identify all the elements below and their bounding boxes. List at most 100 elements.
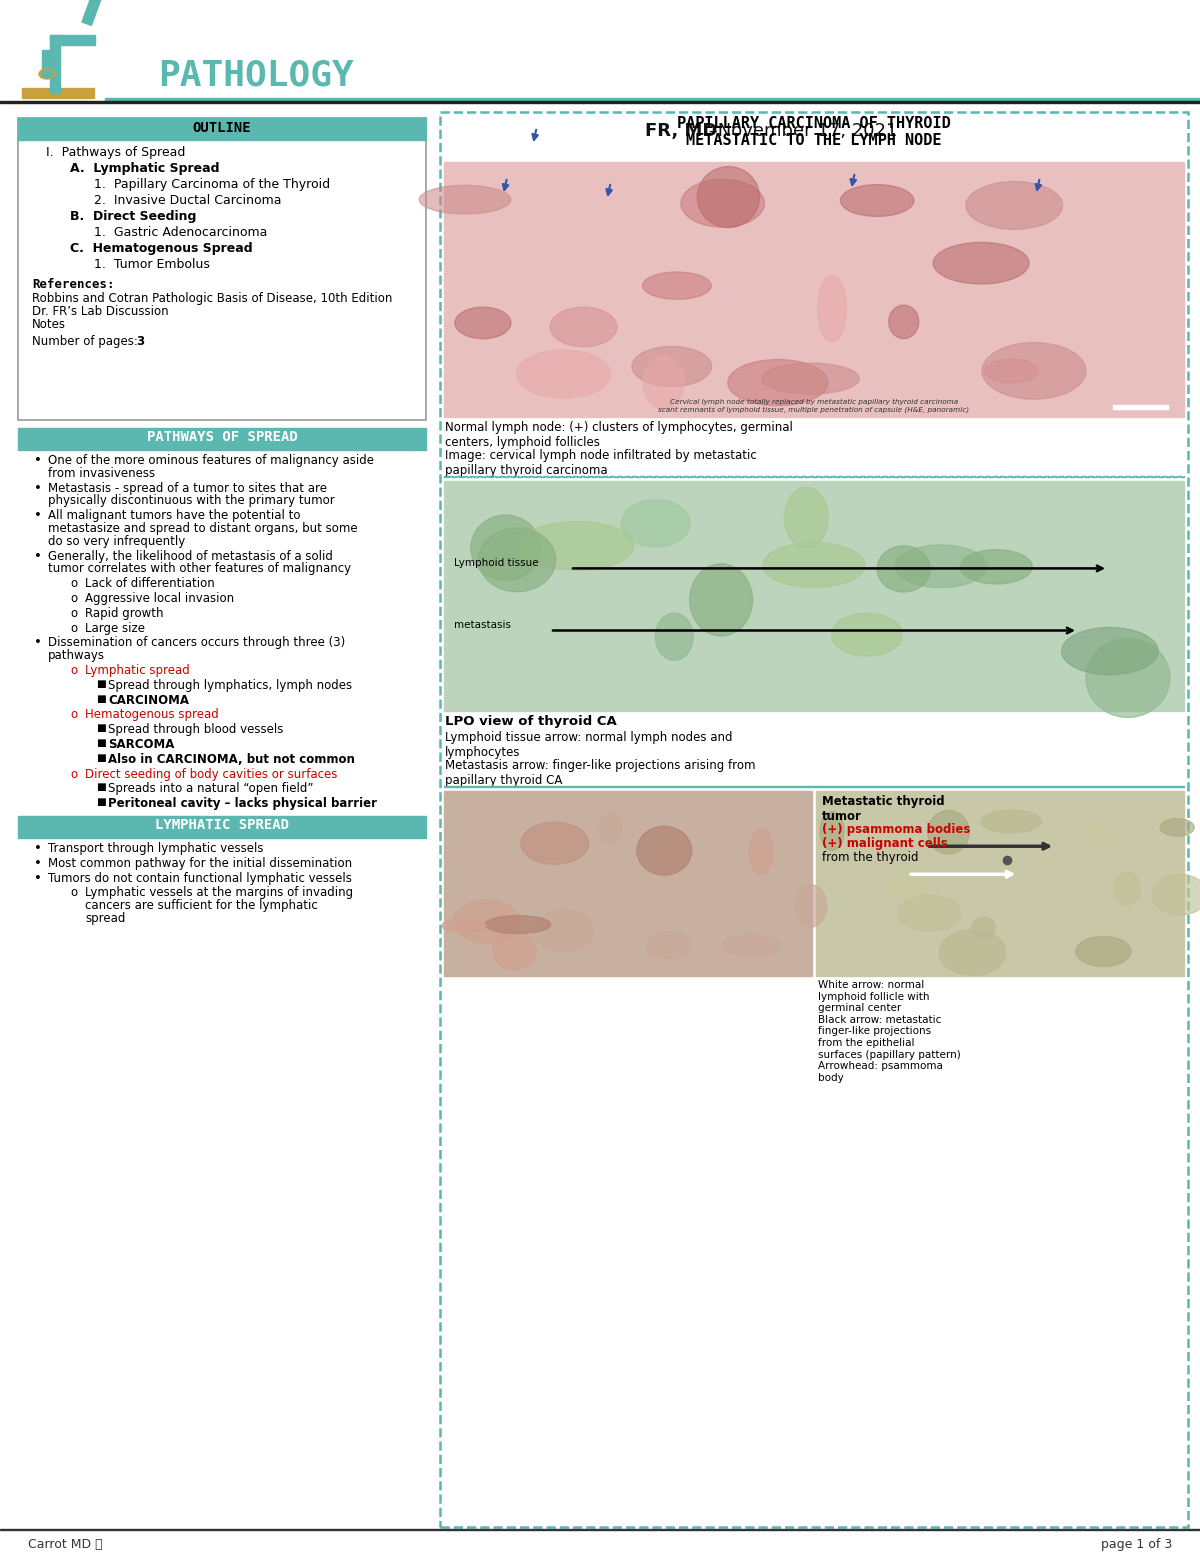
Text: ■: ■ (96, 738, 106, 749)
Text: Generally, the likelihood of metastasis of a solid: Generally, the likelihood of metastasis … (48, 550, 332, 562)
Text: Transport through lymphatic vessels: Transport through lymphatic vessels (48, 842, 264, 856)
Text: Peritoneal cavity – lacks physical barrier: Peritoneal cavity – lacks physical barri… (108, 797, 377, 811)
Text: Lymphoid tissue: Lymphoid tissue (454, 559, 539, 568)
Text: metastasis: metastasis (454, 621, 511, 631)
Ellipse shape (895, 545, 988, 587)
Ellipse shape (940, 930, 1006, 975)
Text: 1.  Papillary Carcinoma of the Thyroid: 1. Papillary Carcinoma of the Thyroid (94, 179, 330, 191)
Text: LPO view of thyroid CA: LPO view of thyroid CA (445, 714, 617, 728)
Text: References:: References: (32, 278, 114, 290)
Text: ■: ■ (96, 753, 106, 763)
Text: Dr. FR’s Lab Discussion: Dr. FR’s Lab Discussion (32, 304, 169, 318)
Ellipse shape (1086, 828, 1112, 848)
Ellipse shape (516, 349, 611, 398)
Text: OUTLINE: OUTLINE (193, 121, 251, 135)
Ellipse shape (680, 179, 764, 227)
Bar (106, 98, 1200, 102)
Ellipse shape (982, 343, 1086, 399)
Ellipse shape (442, 919, 486, 932)
Text: •: • (34, 637, 42, 649)
Text: Normal lymph node: (+) clusters of lymphocytes, germinal
centers, lymphoid folli: Normal lymph node: (+) clusters of lymph… (445, 421, 793, 449)
Ellipse shape (550, 307, 617, 346)
Text: from invasiveness: from invasiveness (48, 467, 155, 480)
Text: ■: ■ (96, 694, 106, 704)
Text: Number of pages:: Number of pages: (32, 335, 142, 348)
Ellipse shape (521, 822, 589, 865)
Text: (+) malignant cells: (+) malignant cells (822, 837, 948, 849)
Bar (0, 101, 1200, 102)
Text: 2.  Invasive Ductal Carcinoma: 2. Invasive Ductal Carcinoma (94, 194, 282, 207)
Text: •: • (34, 842, 42, 856)
Text: CARCINOMA: CARCINOMA (108, 694, 190, 707)
Text: •: • (34, 509, 42, 522)
Ellipse shape (889, 868, 930, 898)
Ellipse shape (820, 812, 844, 851)
Ellipse shape (419, 185, 511, 214)
Ellipse shape (647, 932, 691, 958)
Ellipse shape (42, 70, 53, 78)
Text: PAPILLARY CARCINOMA OF THYROID
METASTATIC TO THE LYMPH NODE: PAPILLARY CARCINOMA OF THYROID METASTATI… (677, 116, 950, 149)
Ellipse shape (966, 182, 1062, 230)
Text: A.  Lymphatic Spread: A. Lymphatic Spread (70, 162, 220, 175)
Text: Lymphoid tissue arrow: normal lymph nodes and
lymphocytes: Lymphoid tissue arrow: normal lymph node… (445, 731, 732, 759)
Text: Lymphatic spread: Lymphatic spread (85, 665, 190, 677)
Text: pathways: pathways (48, 649, 106, 662)
Ellipse shape (690, 564, 752, 637)
Text: 1.  Tumor Embolus: 1. Tumor Embolus (94, 258, 210, 272)
Text: PATHWAYS OF SPREAD: PATHWAYS OF SPREAD (146, 430, 298, 444)
Text: o: o (70, 621, 77, 635)
Text: ■: ■ (96, 724, 106, 733)
Ellipse shape (455, 307, 511, 339)
Ellipse shape (454, 899, 521, 943)
Ellipse shape (600, 812, 622, 843)
Text: •: • (34, 453, 42, 467)
Ellipse shape (877, 545, 930, 592)
Bar (0, 0, 1200, 102)
Text: Lack of differentiation: Lack of differentiation (85, 578, 215, 590)
Ellipse shape (1160, 818, 1194, 836)
Ellipse shape (534, 910, 594, 952)
Ellipse shape (655, 613, 694, 660)
Ellipse shape (796, 885, 827, 927)
Text: Image: cervical lymph node infiltrated by metastatic
papillary thyroid carcinoma: Image: cervical lymph node infiltrated b… (445, 449, 757, 477)
Ellipse shape (1086, 638, 1170, 717)
Text: Also in CARCINOMA, but not common: Also in CARCINOMA, but not common (108, 753, 355, 766)
Text: Spread through lymphatics, lymph nodes: Spread through lymphatics, lymph nodes (108, 679, 352, 691)
Bar (42, 50, 52, 71)
Ellipse shape (763, 542, 865, 587)
Text: PATHOLOGY: PATHOLOGY (158, 57, 354, 92)
Ellipse shape (982, 811, 1042, 832)
Ellipse shape (832, 613, 902, 657)
Text: –November 17, 2021: –November 17, 2021 (703, 123, 898, 140)
Text: FR, MD: FR, MD (646, 123, 718, 140)
Text: •: • (34, 550, 42, 562)
Ellipse shape (972, 918, 995, 938)
Text: ■: ■ (96, 783, 106, 792)
Text: Large size: Large size (85, 621, 145, 635)
Text: White arrow: normal
lymphoid follicle with
germinal center
Black arrow: metastat: White arrow: normal lymphoid follicle wi… (818, 980, 961, 1082)
Text: Rapid growth: Rapid growth (85, 607, 163, 620)
Ellipse shape (889, 304, 919, 339)
Text: •: • (34, 871, 42, 885)
Text: o: o (70, 887, 77, 899)
Ellipse shape (840, 185, 914, 216)
Text: Cervical lymph node totally replaced by metastatic papillary thyroid carcinoma
s: Cervical lymph node totally replaced by … (659, 399, 970, 413)
Ellipse shape (485, 916, 551, 933)
Ellipse shape (470, 516, 540, 581)
Text: o: o (70, 665, 77, 677)
Text: 3: 3 (136, 335, 144, 348)
Ellipse shape (934, 242, 1030, 284)
Bar (444, 790, 812, 975)
Ellipse shape (721, 935, 780, 957)
Text: LYMPHATIC SPREAD: LYMPHATIC SPREAD (155, 818, 289, 832)
Ellipse shape (643, 356, 684, 410)
Text: Robbins and Cotran Pathologic Basis of Disease, 10th Edition: Robbins and Cotran Pathologic Basis of D… (32, 292, 392, 304)
Text: o: o (70, 607, 77, 620)
Bar (18, 118, 426, 419)
Ellipse shape (520, 522, 634, 570)
Text: Tumors do not contain functional lymphatic vessels: Tumors do not contain functional lymphat… (48, 871, 352, 885)
Text: Spreads into a natural “open field”: Spreads into a natural “open field” (108, 783, 313, 795)
Ellipse shape (622, 500, 690, 547)
Text: spread: spread (85, 912, 125, 926)
Text: physically discontinuous with the primary tumor: physically discontinuous with the primar… (48, 494, 335, 508)
